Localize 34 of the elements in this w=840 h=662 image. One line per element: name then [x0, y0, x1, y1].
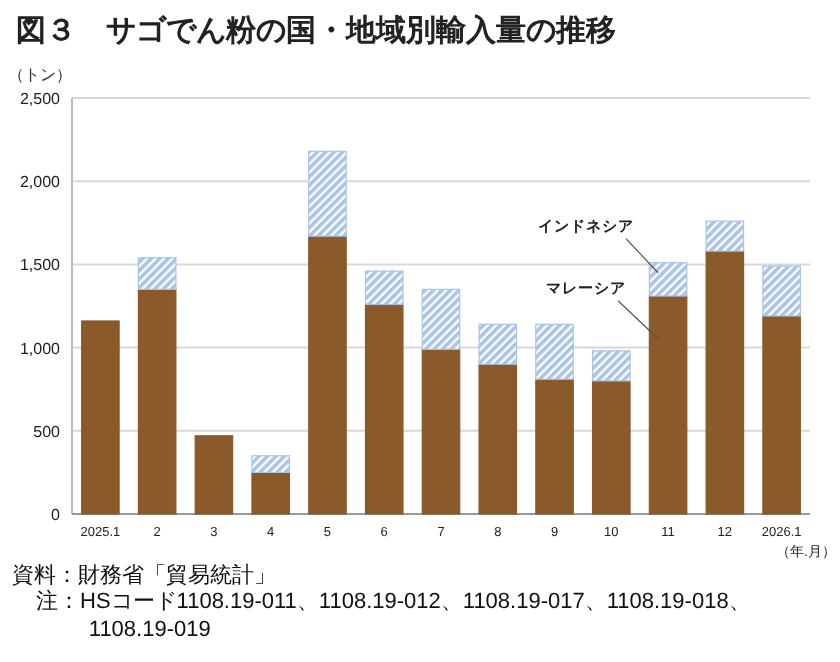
- y-tick-label: 2,000: [19, 173, 62, 192]
- bar: [535, 378, 574, 515]
- bar: [364, 303, 404, 515]
- bar: [591, 350, 631, 382]
- bar: [535, 323, 574, 380]
- bar: [251, 471, 291, 515]
- bar: [705, 220, 745, 252]
- y-tick-label: 1,500: [19, 256, 62, 275]
- text: 資料：財務省「貿易統計」: [12, 562, 276, 588]
- y-axis-title: （トン）: [8, 66, 72, 84]
- bar: [591, 380, 631, 515]
- y-tick-label: 500: [33, 422, 62, 441]
- bar: [478, 363, 518, 515]
- bar: [137, 288, 177, 515]
- bar: [81, 320, 120, 515]
- bar: [421, 288, 461, 350]
- bar: [308, 235, 347, 515]
- bar: [762, 265, 801, 317]
- y-tick-label: 0: [51, 506, 62, 524]
- chart-title: 図３ サゴでん粉の国・地域別輸入量の推移: [16, 14, 616, 48]
- bar: [421, 348, 461, 515]
- y-tick-label: 1,000: [19, 339, 62, 358]
- bar: [137, 257, 177, 290]
- bar: [251, 455, 291, 473]
- bar: [478, 323, 518, 365]
- bar: [648, 295, 688, 515]
- bar: [705, 250, 745, 515]
- bar: [648, 262, 688, 297]
- bar: [194, 435, 234, 515]
- y-tick-label: 2,500: [19, 90, 62, 108]
- bar: [762, 315, 801, 515]
- text: 注：HSコード1108.19-011、1108.19-012、1108.19-017、1108.19-018、1108.19-019: [36, 588, 753, 644]
- bar: [308, 150, 347, 237]
- bar: [364, 270, 404, 305]
